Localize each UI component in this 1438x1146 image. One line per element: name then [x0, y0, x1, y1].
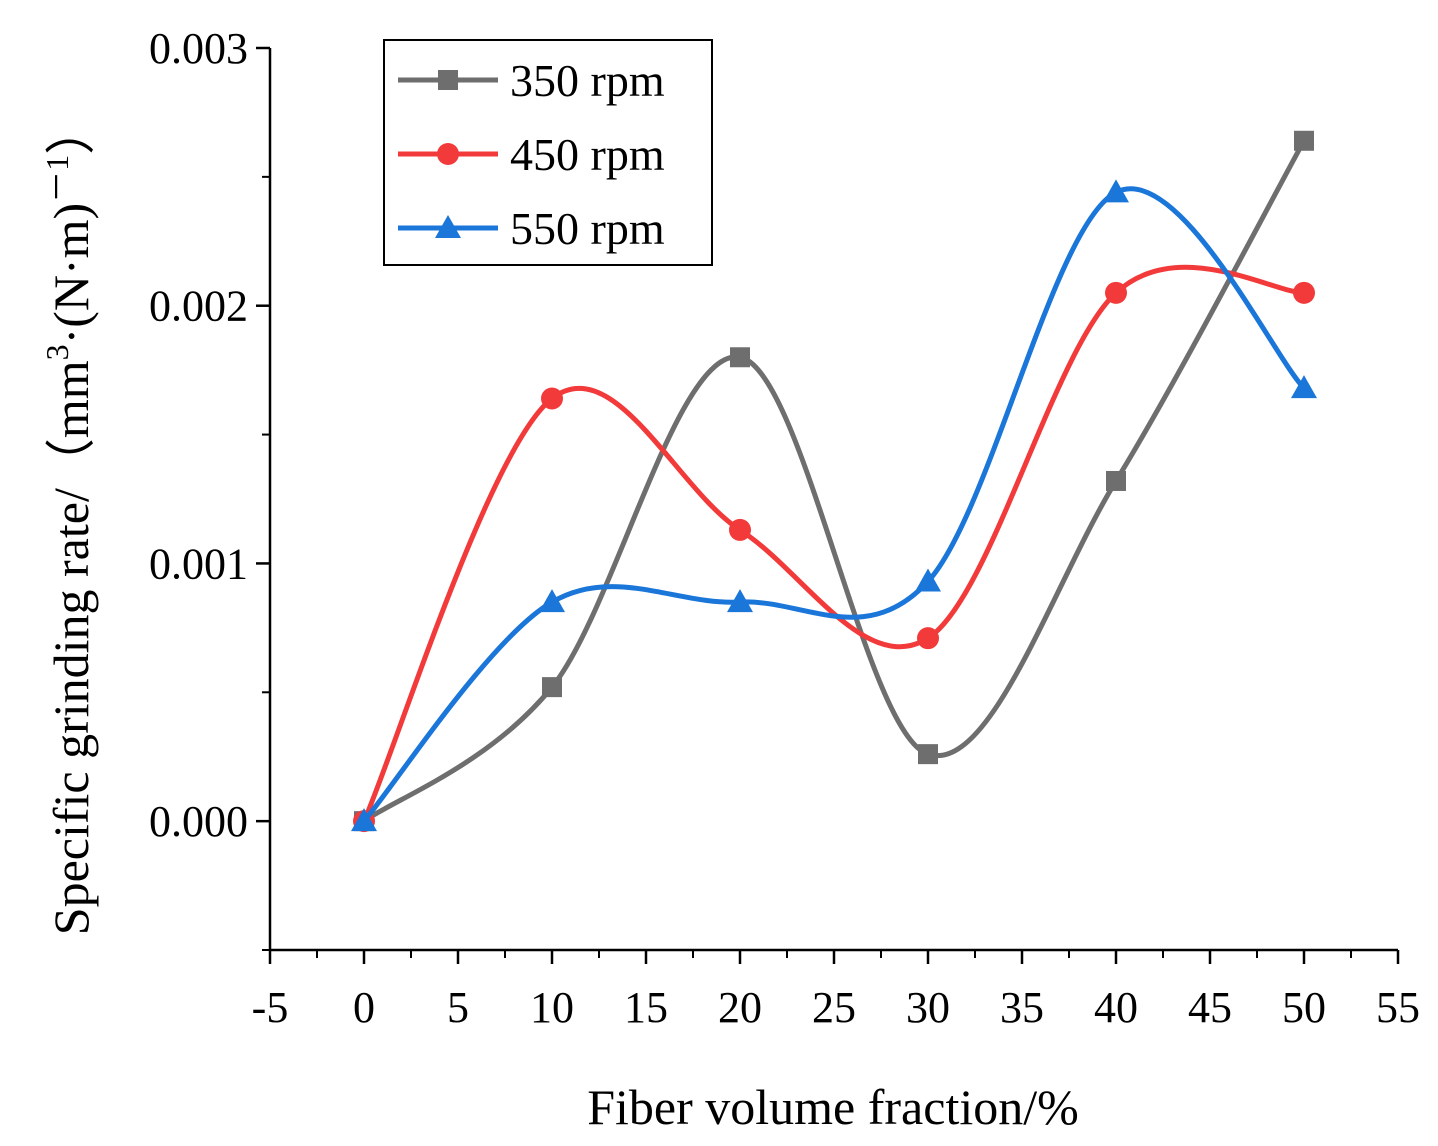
data-point [730, 347, 750, 368]
y-axis-title-mid: ·(N·m) [43, 203, 99, 345]
series-350-rpm [354, 130, 1314, 832]
y-axis-title-main: Specific grinding rate/（mm [43, 360, 99, 935]
y-axis-title-sup2: －1 [39, 155, 75, 203]
x-tick-label: 55 [1376, 983, 1420, 1032]
data-point [915, 568, 941, 592]
y-tick-label: 0.002 [149, 282, 248, 331]
data-point [729, 518, 751, 541]
legend-marker [437, 143, 459, 165]
legend-marker [438, 70, 458, 90]
x-tick-label: 35 [1000, 983, 1044, 1032]
y-tick-label: 0.003 [149, 24, 248, 73]
data-point [917, 627, 939, 650]
y-axis-title-end: ） [43, 105, 99, 155]
data-point [727, 589, 753, 613]
x-axis-title: Fiber volume fraction/% [587, 1079, 1079, 1135]
legend-label: 450 rpm [510, 129, 665, 180]
axes: -5 0 5 10 15 20 25 30 35 40 45 50 55 0.000 0.001 0.002 0… [149, 24, 1420, 1032]
x-tick-label: 20 [718, 983, 762, 1032]
data-point [1293, 281, 1315, 304]
x-tick-label: 10 [530, 983, 574, 1032]
x-tick-label: 40 [1094, 983, 1138, 1032]
data-point [1291, 375, 1317, 399]
data-point [542, 677, 562, 698]
legend-label: 350 rpm [510, 55, 665, 106]
data-point [351, 808, 377, 832]
data-point [1106, 470, 1126, 491]
x-tick-label: 50 [1282, 983, 1326, 1032]
y-tick-label: 0.001 [149, 539, 248, 588]
data-point [1294, 130, 1314, 151]
data-point [539, 589, 565, 613]
y-axis-title-sup1: 3 [39, 344, 75, 360]
x-tick-label: 5 [447, 983, 469, 1032]
x-tick-label: 15 [624, 983, 668, 1032]
series-450-rpm [353, 264, 1315, 833]
y-axis-title: Specific grinding rate/（mm3·(N·m)－1） [39, 105, 99, 935]
x-tick-label: 45 [1188, 983, 1232, 1032]
x-tick-label: 0 [353, 983, 375, 1032]
y-tick-label: 0.000 [149, 797, 248, 846]
series-line [362, 186, 1306, 823]
series-550-rpm [351, 179, 1317, 832]
series-layer [351, 130, 1317, 833]
x-tick-label: 25 [812, 983, 856, 1032]
legend-label: 550 rpm [510, 203, 665, 254]
data-point [541, 387, 563, 410]
x-tick-label: 30 [906, 983, 950, 1032]
data-point [918, 744, 938, 765]
data-point [1103, 179, 1129, 203]
legend: 350 rpm 450 rpm 550 rpm [383, 39, 713, 266]
x-tick-label: -5 [252, 983, 289, 1032]
data-point [1105, 281, 1127, 304]
legend-marker [435, 215, 461, 238]
